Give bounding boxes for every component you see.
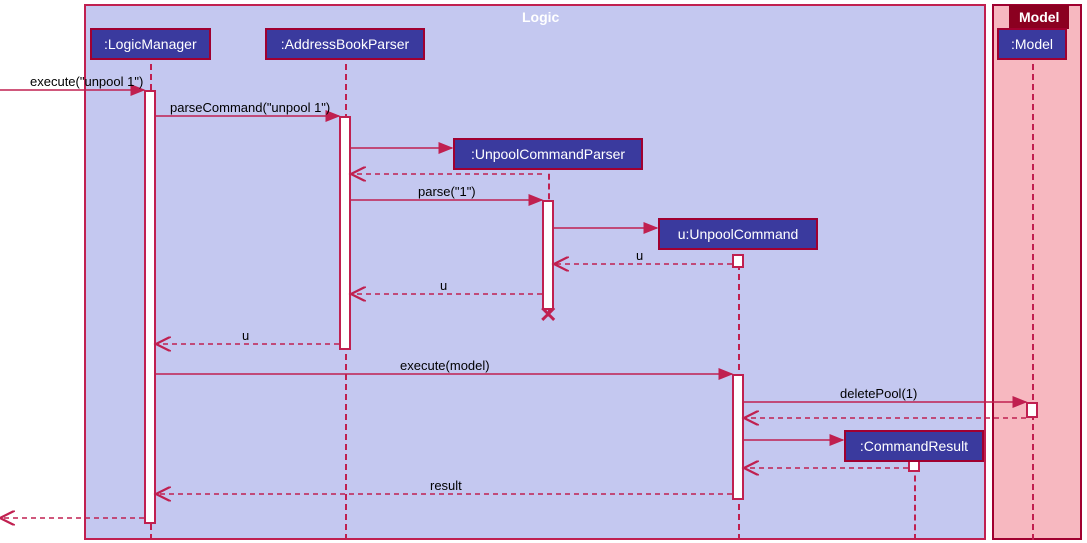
activation-3 [732, 254, 744, 268]
label-uReturn3: u [242, 328, 249, 343]
unpoolCommandParser-participant: :UnpoolCommandParser [453, 138, 643, 170]
label-deletePool: deletePool(1) [840, 386, 917, 401]
activation-1 [339, 116, 351, 350]
activation-4 [732, 374, 744, 500]
commandResult-participant: :CommandResult [844, 430, 984, 462]
model-region: Model [992, 4, 1082, 540]
label-uReturn2: u [440, 278, 447, 293]
model-lifeline [1032, 54, 1034, 540]
addressBookParser-participant: :AddressBookParser [265, 28, 425, 60]
activation-2 [542, 200, 554, 310]
destroy-icon: ✕ [539, 302, 557, 328]
activation-0 [144, 90, 156, 524]
label-parse: parse("1") [418, 184, 476, 199]
activation-5 [1026, 402, 1038, 418]
logicManager-participant: :LogicManager [90, 28, 211, 60]
label-result: result [430, 478, 462, 493]
label-parseCommand: parseCommand("unpool 1") [170, 100, 330, 115]
model-participant: :Model [997, 28, 1067, 60]
sequence-diagram: Logic Model :LogicManager :AddressBookParse… [0, 0, 1087, 543]
unpoolCommand-participant: u:UnpoolCommand [658, 218, 818, 250]
label-executeModel: execute(model) [400, 358, 490, 373]
logic-region-label: Logic [512, 5, 569, 29]
label-executeIn: execute("unpool 1") [30, 74, 143, 89]
label-uReturn1: u [636, 248, 643, 263]
model-region-label: Model [1009, 5, 1069, 29]
